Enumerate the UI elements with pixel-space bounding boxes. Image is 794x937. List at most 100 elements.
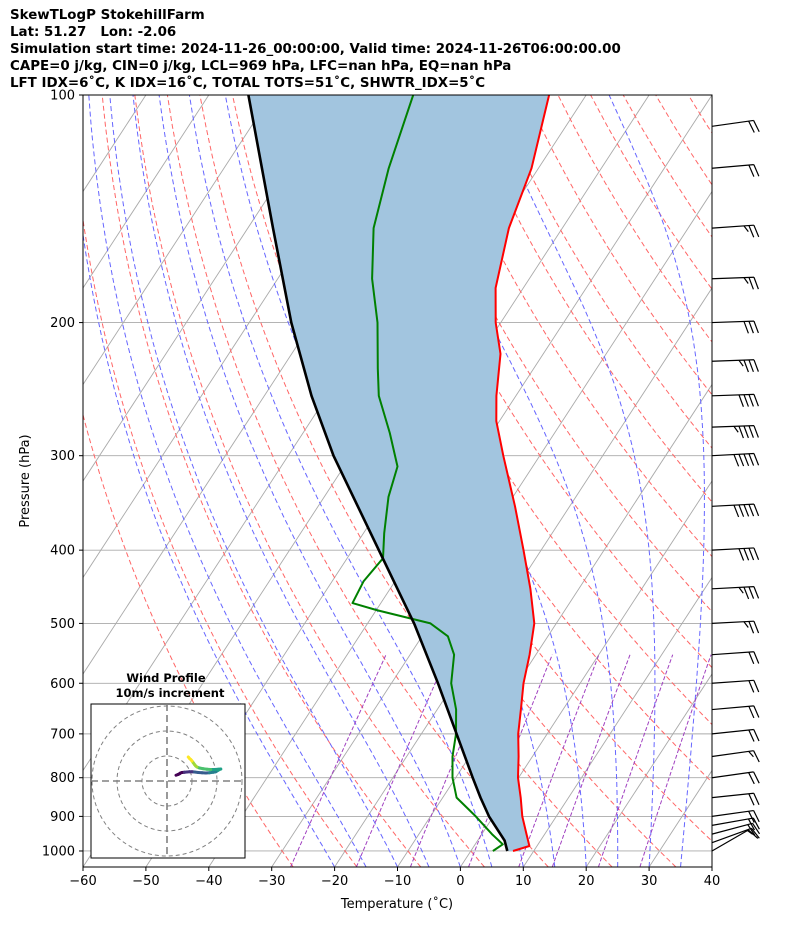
barb-feather [746, 829, 753, 835]
barb-feather [753, 729, 760, 742]
dry-adiabat-line [166, 95, 549, 867]
wind-barb [711, 829, 759, 852]
barb-feather [753, 164, 760, 177]
y-tick-label: 100 [50, 89, 75, 104]
barb-shaft [711, 829, 749, 852]
moist-adiabat-line [158, 95, 461, 867]
x-tick-label: 40 [704, 874, 721, 889]
x-tick-label: 20 [578, 874, 595, 889]
x-tick-label: −50 [132, 874, 159, 889]
barb-feather [753, 320, 759, 334]
wind-barb [711, 750, 760, 763]
chart-header: SkewTLogP StokehillFarm Lat: 51.27 Lon: … [10, 7, 621, 92]
dry-adiabat-line [459, 95, 712, 503]
moist-adiabat-line [88, 95, 367, 867]
dry-adiabat-line [427, 95, 712, 558]
moist-adiabat-line [393, 95, 619, 867]
wind-barb [711, 393, 759, 407]
barb-feather [743, 504, 750, 517]
barb-feather [748, 729, 755, 742]
y-tick-label: 700 [50, 727, 75, 742]
barb-feather [748, 164, 755, 177]
hodograph-subtitle: 10m/s increment [116, 686, 225, 700]
mixing-ratio-line [518, 654, 600, 867]
barb-feather [743, 586, 750, 600]
barb-feather [748, 120, 755, 133]
dry-adiabat-line [101, 95, 422, 867]
barb-feather [753, 277, 759, 290]
dry-adiabat-line [753, 95, 794, 867]
mixing-ratio-line [355, 654, 449, 867]
barb-shaft [711, 750, 754, 758]
barb-feather [748, 394, 754, 407]
barb-shaft [711, 827, 752, 844]
cape-cin-shading [248, 95, 550, 851]
dry-adiabat-line [394, 95, 712, 613]
dry-adiabat-line [83, 216, 358, 867]
barb-shaft [711, 119, 754, 127]
parcel-path-line [247, 95, 509, 852]
barb-feather [748, 225, 755, 238]
barb-feather [748, 810, 755, 823]
isotherm-line [585, 673, 712, 867]
wind-barb [711, 827, 760, 844]
barb-feather [753, 547, 760, 560]
moist-adiabat-line [83, 230, 336, 867]
dry-adiabat-line [83, 412, 294, 867]
wind-barb [711, 547, 760, 561]
wind-barb [711, 119, 760, 133]
barb-feather [750, 827, 760, 839]
wind-barb [711, 651, 760, 665]
barb-feather [738, 425, 744, 439]
wind-barb [711, 809, 760, 823]
barb-feather [748, 651, 755, 665]
y-tick-label: 300 [50, 449, 75, 464]
dry-adiabat-line [557, 95, 712, 343]
moist-adiabat-line [132, 95, 430, 867]
isotherm-line [83, 95, 84, 96]
barb-feather [748, 425, 754, 438]
barb-feather [748, 504, 755, 517]
barb-shaft [711, 771, 754, 779]
indices-line-2: LFT IDX=6˚C, K IDX=16˚C, TOTAL TOTS=51˚C… [10, 76, 486, 92]
hodograph-title: Wind Profile [126, 671, 206, 685]
wind-barb [711, 503, 760, 518]
barb-feather [753, 771, 760, 784]
barb-feather [748, 586, 755, 599]
isotherm-line [648, 769, 712, 867]
wind-barb [711, 425, 759, 439]
barb-feather [748, 706, 755, 719]
wind-barb [711, 817, 760, 831]
wind-barb [711, 164, 760, 177]
barb-feather [753, 620, 760, 634]
barb-feather [748, 793, 755, 806]
barb-shaft [711, 359, 754, 362]
barb-feather [753, 224, 760, 238]
barb-feather [753, 680, 760, 693]
y-tick-label: 800 [50, 771, 75, 786]
y-tick-label: 1000 [42, 844, 75, 859]
barb-feather [753, 120, 760, 133]
barb-feather [753, 586, 760, 599]
barb-shaft [711, 425, 754, 428]
dry-adiabat-line [655, 95, 712, 186]
wind-barb [711, 320, 759, 334]
wind-barb [711, 705, 760, 719]
chart-title: SkewTLogP StokehillFarm [10, 8, 205, 23]
barb-feather [743, 225, 749, 232]
barb-feather [753, 792, 760, 805]
barb-feather [748, 359, 754, 373]
dry-adiabat-line [786, 95, 794, 867]
x-tick-label: −20 [321, 874, 348, 889]
y-tick-label: 900 [50, 810, 75, 825]
barb-feather [743, 548, 750, 561]
barb-feather [753, 425, 759, 438]
barb-feather [748, 547, 755, 561]
barb-shaft [711, 651, 754, 656]
barb-feather [738, 587, 744, 594]
axes-layer: −60 −50 −40 −30 −20 −10 0 10 20 30 40 100 200 300 400 5… [42, 89, 720, 890]
wind-barb [711, 452, 760, 467]
wind-barb [711, 822, 761, 836]
moist-adiabat-line [711, 863, 712, 867]
